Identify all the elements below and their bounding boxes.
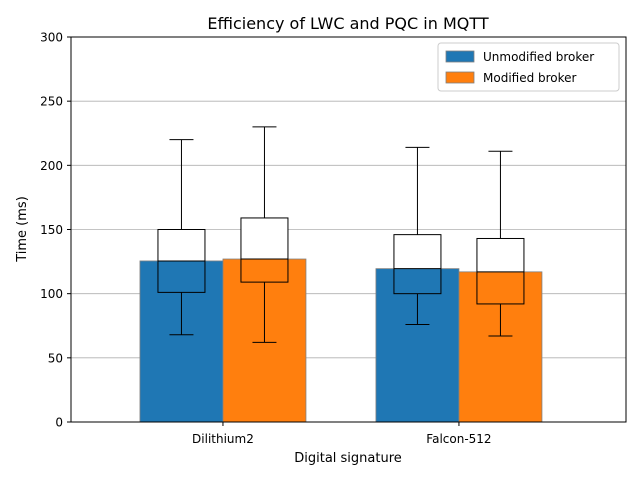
boxplot-layer bbox=[157, 126, 525, 343]
legend-label: Unmodified broker bbox=[483, 50, 594, 64]
bar bbox=[458, 271, 543, 423]
bars-layer bbox=[139, 258, 543, 423]
box bbox=[393, 234, 442, 295]
legend-swatch bbox=[445, 50, 475, 63]
y-tick-label: 250 bbox=[40, 95, 63, 109]
x-tick-label: Falcon-512 bbox=[426, 432, 491, 446]
chart-title: Efficiency of LWC and PQC in MQTT bbox=[207, 14, 488, 33]
box-fill bbox=[476, 238, 524, 272]
y-tick-label: 50 bbox=[48, 351, 63, 365]
x-tick-label: Dilithium2 bbox=[192, 432, 254, 446]
bar bbox=[139, 260, 224, 423]
legend-label: Modified broker bbox=[483, 71, 577, 85]
box-fill bbox=[393, 234, 441, 269]
box bbox=[240, 217, 289, 283]
legend-box bbox=[437, 42, 620, 92]
legend: Unmodified broker Modified broker bbox=[437, 42, 620, 92]
y-tick-label: 200 bbox=[40, 159, 63, 173]
box bbox=[476, 237, 525, 305]
x-axis-label: Digital signature bbox=[294, 451, 402, 466]
y-axis-label: Time (ms) bbox=[15, 196, 30, 263]
y-tick-label: 100 bbox=[40, 287, 63, 301]
y-tick-label: 150 bbox=[40, 223, 63, 237]
box-fill bbox=[157, 229, 205, 261]
y-tick-label: 0 bbox=[55, 416, 63, 430]
axes-layer: 0 50 100 150 200 250 300 Dilithium2 Falcon-512 bbox=[40, 31, 491, 447]
legend-swatch bbox=[445, 71, 475, 84]
bar bbox=[375, 268, 460, 423]
box-fill bbox=[240, 217, 288, 260]
y-tick-label: 300 bbox=[40, 31, 63, 45]
